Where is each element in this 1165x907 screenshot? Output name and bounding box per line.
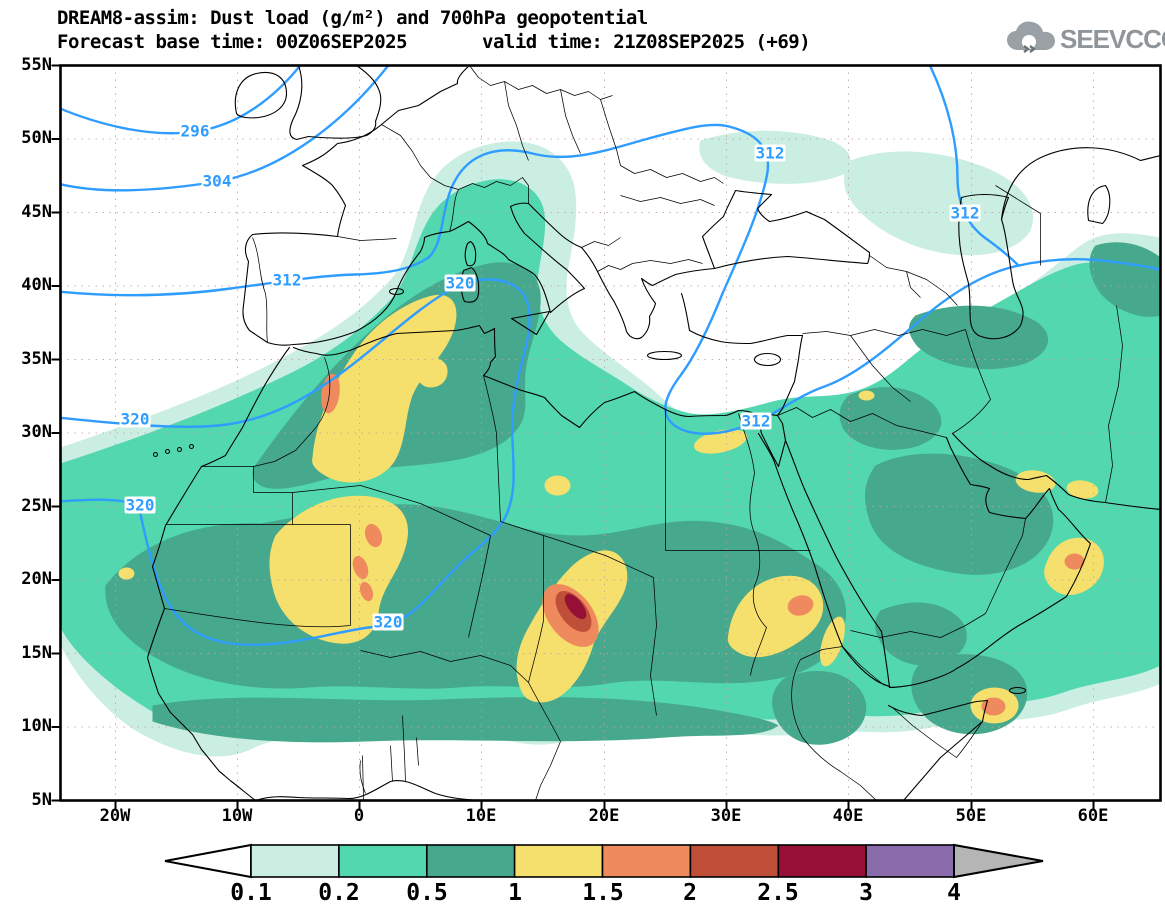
colorbar-overflow-arrow — [953, 843, 1044, 879]
coastlines — [146, 65, 1161, 801]
forecast-base-time: Forecast base time: 00Z06SEP2025 — [57, 31, 408, 53]
contour-label-312: 312 — [949, 203, 981, 223]
colorbar-underflow-arrow — [164, 843, 252, 879]
lon-label: 30E — [710, 806, 742, 826]
logo-text: SEEVCCC — [1060, 24, 1165, 54]
lat-label: 40N — [21, 275, 52, 295]
contour-label-312: 312 — [754, 143, 786, 163]
colorbar-label: 1.5 — [582, 880, 624, 906]
lat-label: 10N — [21, 716, 52, 736]
colorbar-label: 2 — [683, 880, 697, 906]
colorbar-label: 1 — [508, 880, 522, 906]
colorbar-label: 0.5 — [406, 880, 448, 906]
contour-label-320: 320 — [444, 273, 476, 293]
contour-label-320: 320 — [124, 495, 156, 515]
lat-label: 55N — [21, 55, 52, 75]
dust-layer-2p5 — [564, 593, 587, 620]
lon-label: 0 — [353, 806, 365, 826]
contour-label-312: 312 — [271, 270, 303, 290]
lon-label: 20E — [588, 806, 620, 826]
seevccc-logo: SEEVCCC — [1004, 18, 1165, 60]
axis-ticks — [51, 64, 1095, 810]
cloud-icon — [1007, 21, 1055, 53]
lon-label: 50E — [955, 806, 987, 826]
contour-label-312: 312 — [740, 411, 772, 431]
colorbar-label: 3 — [859, 880, 873, 906]
lat-label: 15N — [21, 643, 52, 663]
contour-label-296: 296 — [179, 121, 211, 141]
contour-label-304: 304 — [201, 171, 233, 191]
country-borders — [164, 65, 1123, 801]
lat-label: 30N — [21, 422, 52, 442]
lon-label: 10W — [221, 806, 253, 826]
lat-label: 20N — [21, 569, 52, 589]
colorbar — [164, 843, 1044, 879]
lon-label: 60E — [1077, 806, 1109, 826]
lat-label: 5N — [31, 790, 52, 810]
page-title: DREAM8-assim: Dust load (g/m²) and 700hP… — [57, 7, 648, 29]
lat-label: 45N — [21, 202, 52, 222]
colorbar-label: 2.5 — [757, 880, 799, 906]
lat-label: 50N — [21, 128, 52, 148]
lon-label: 40E — [832, 806, 864, 826]
lon-label: 10E — [465, 806, 497, 826]
colorbar-label: 0.2 — [318, 880, 360, 906]
contour-label-320: 320 — [119, 409, 151, 429]
lon-label: 20W — [99, 806, 131, 826]
lat-label: 25N — [21, 496, 52, 516]
contour-label-320: 320 — [372, 612, 404, 632]
lat-label: 35N — [21, 349, 52, 369]
colorbar-label: 0.1 — [230, 880, 272, 906]
valid-time: valid time: 21Z08SEP2025 (+69) — [482, 31, 811, 53]
colorbar-label: 4 — [947, 880, 961, 906]
